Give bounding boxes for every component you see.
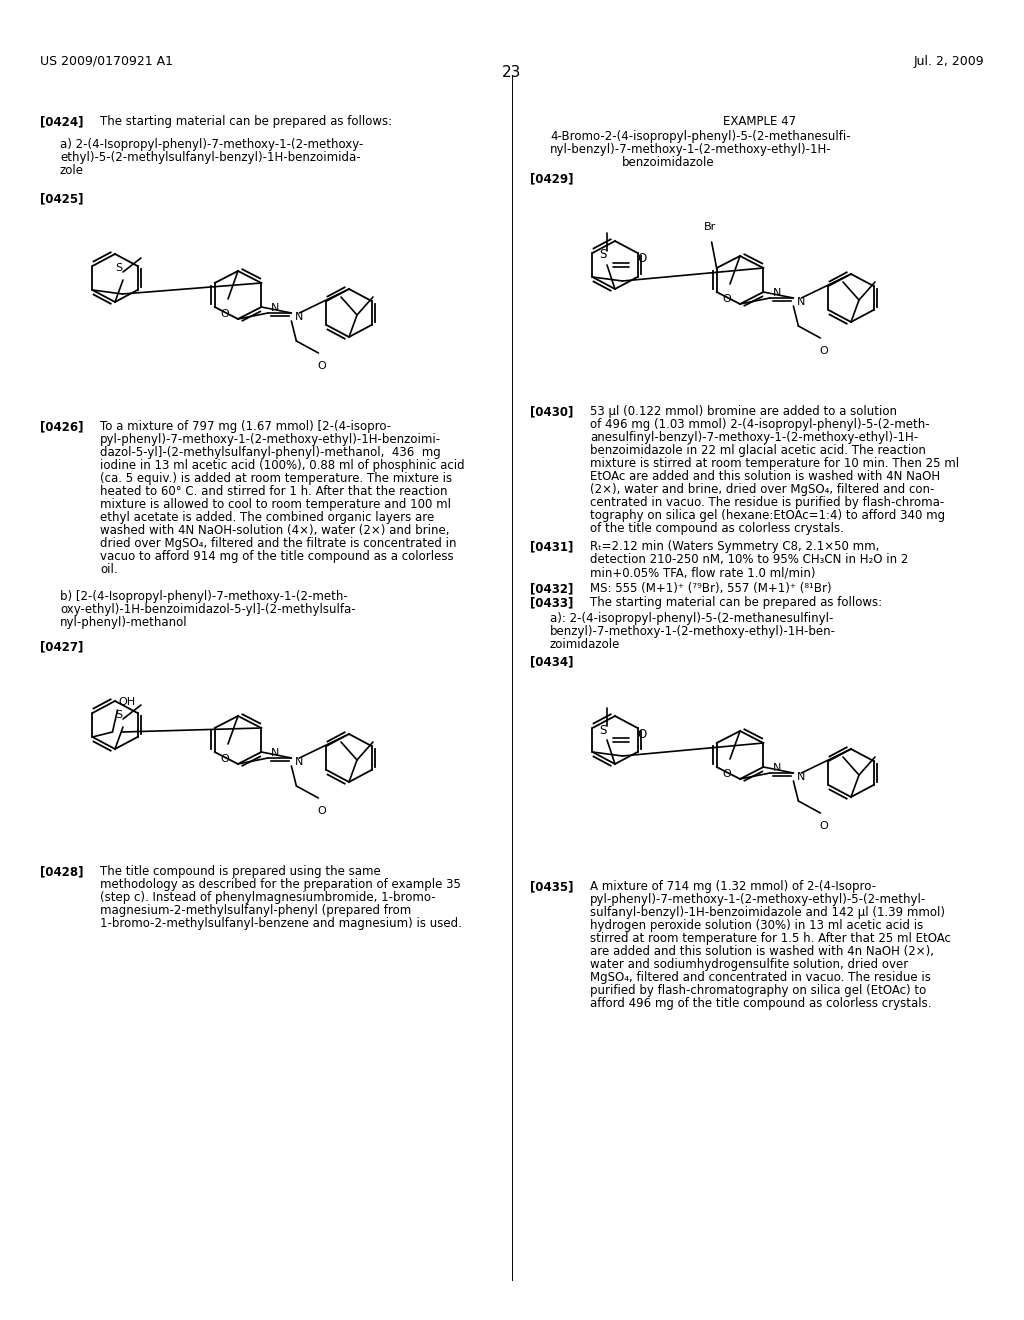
Text: [0430]: [0430]: [530, 405, 573, 418]
Text: O: O: [723, 770, 731, 779]
Text: benzoimidazole: benzoimidazole: [622, 156, 715, 169]
Text: [0434]: [0434]: [530, 655, 573, 668]
Text: N: N: [294, 312, 303, 322]
Text: of the title compound as colorless crystals.: of the title compound as colorless cryst…: [590, 521, 844, 535]
Text: N: N: [271, 748, 280, 758]
Text: pyl-phenyl)-7-methoxy-1-(2-methoxy-ethyl)-5-(2-methyl-: pyl-phenyl)-7-methoxy-1-(2-methoxy-ethyl…: [590, 894, 927, 906]
Text: nyl-phenyl)-methanol: nyl-phenyl)-methanol: [60, 616, 187, 630]
Text: The starting material can be prepared as follows:: The starting material can be prepared as…: [100, 115, 392, 128]
Text: O: O: [220, 309, 229, 319]
Text: a) 2-(4-Isopropyl-phenyl)-7-methoxy-1-(2-methoxy-: a) 2-(4-Isopropyl-phenyl)-7-methoxy-1-(2…: [60, 139, 364, 150]
Text: S: S: [116, 710, 123, 719]
Text: nyl-benzyl)-7-methoxy-1-(2-methoxy-ethyl)-1H-: nyl-benzyl)-7-methoxy-1-(2-methoxy-ethyl…: [550, 143, 831, 156]
Text: (step c). Instead of phenylmagnesiumbromide, 1-bromo-: (step c). Instead of phenylmagnesiumbrom…: [100, 891, 435, 904]
Text: N: N: [773, 763, 781, 774]
Text: O: O: [637, 727, 646, 741]
Text: [0428]: [0428]: [40, 865, 84, 878]
Text: O: O: [317, 360, 326, 371]
Text: S: S: [599, 248, 606, 261]
Text: [0424]: [0424]: [40, 115, 84, 128]
Text: The title compound is prepared using the same: The title compound is prepared using the…: [100, 865, 381, 878]
Text: benzyl)-7-methoxy-1-(2-methoxy-ethyl)-1H-ben-: benzyl)-7-methoxy-1-(2-methoxy-ethyl)-1H…: [550, 624, 836, 638]
Text: oxy-ethyl)-1H-benzoimidazol-5-yl]-(2-methylsulfa-: oxy-ethyl)-1H-benzoimidazol-5-yl]-(2-met…: [60, 603, 355, 616]
Text: N: N: [773, 288, 781, 298]
Text: afford 496 mg of the title compound as colorless crystals.: afford 496 mg of the title compound as c…: [590, 997, 932, 1010]
Text: anesulfinyl-benzyl)-7-methoxy-1-(2-methoxy-ethyl)-1H-: anesulfinyl-benzyl)-7-methoxy-1-(2-metho…: [590, 432, 919, 444]
Text: O: O: [819, 821, 827, 832]
Text: mixture is allowed to cool to room temperature and 100 ml: mixture is allowed to cool to room tempe…: [100, 498, 451, 511]
Text: vacuo to afford 914 mg of the title compound as a colorless: vacuo to afford 914 mg of the title comp…: [100, 550, 454, 564]
Text: S: S: [599, 723, 606, 737]
Text: MS: 555 (M+1)⁺ (⁷⁹Br), 557 (M+1)⁺ (⁸¹Br): MS: 555 (M+1)⁺ (⁷⁹Br), 557 (M+1)⁺ (⁸¹Br): [590, 582, 831, 595]
Text: centrated in vacuo. The residue is purified by flash-chroma-: centrated in vacuo. The residue is purif…: [590, 496, 944, 510]
Text: stirred at room temperature for 1.5 h. After that 25 ml EtOAc: stirred at room temperature for 1.5 h. A…: [590, 932, 951, 945]
Text: N: N: [294, 756, 303, 767]
Text: EtOAc are added and this solution is washed with 4N NaOH: EtOAc are added and this solution is was…: [590, 470, 940, 483]
Text: dazol-5-yl]-(2-methylsulfanyl-phenyl)-methanol,  436  mg: dazol-5-yl]-(2-methylsulfanyl-phenyl)-me…: [100, 446, 440, 459]
Text: [0435]: [0435]: [530, 880, 573, 894]
Text: [0429]: [0429]: [530, 172, 573, 185]
Text: [0426]: [0426]: [40, 420, 84, 433]
Text: Rₜ=2.12 min (Waters Symmetry C8, 2.1×50 mm,: Rₜ=2.12 min (Waters Symmetry C8, 2.1×50 …: [590, 540, 880, 553]
Text: O: O: [317, 807, 326, 816]
Text: 4-Bromo-2-(4-isopropyl-phenyl)-5-(2-methanesulfi-: 4-Bromo-2-(4-isopropyl-phenyl)-5-(2-meth…: [550, 129, 851, 143]
Text: detection 210-250 nM, 10% to 95% CH₃CN in H₂O in 2: detection 210-250 nM, 10% to 95% CH₃CN i…: [590, 553, 908, 566]
Text: US 2009/0170921 A1: US 2009/0170921 A1: [40, 55, 173, 69]
Text: O: O: [637, 252, 646, 265]
Text: ethyl acetate is added. The combined organic layers are: ethyl acetate is added. The combined org…: [100, 511, 434, 524]
Text: O: O: [220, 754, 229, 764]
Text: [0427]: [0427]: [40, 640, 83, 653]
Text: (ca. 5 equiv.) is added at room temperature. The mixture is: (ca. 5 equiv.) is added at room temperat…: [100, 473, 453, 484]
Text: heated to 60° C. and stirred for 1 h. After that the reaction: heated to 60° C. and stirred for 1 h. Af…: [100, 484, 447, 498]
Text: 1-bromo-2-methylsulfanyl-benzene and magnesium) is used.: 1-bromo-2-methylsulfanyl-benzene and mag…: [100, 917, 462, 931]
Text: are added and this solution is washed with 4n NaOH (2×),: are added and this solution is washed wi…: [590, 945, 934, 958]
Text: N: N: [797, 772, 805, 781]
Text: min+0.05% TFA, flow rate 1.0 ml/min): min+0.05% TFA, flow rate 1.0 ml/min): [590, 566, 815, 579]
Text: A mixture of 714 mg (1.32 mmol) of 2-(4-Isopro-: A mixture of 714 mg (1.32 mmol) of 2-(4-…: [590, 880, 876, 894]
Text: hydrogen peroxide solution (30%) in 13 ml acetic acid is: hydrogen peroxide solution (30%) in 13 m…: [590, 919, 924, 932]
Text: zole: zole: [60, 164, 84, 177]
Text: O: O: [723, 294, 731, 304]
Text: MgSO₄, filtered and concentrated in vacuo. The residue is: MgSO₄, filtered and concentrated in vacu…: [590, 972, 931, 983]
Text: magnesium-2-methylsulfanyl-phenyl (prepared from: magnesium-2-methylsulfanyl-phenyl (prepa…: [100, 904, 412, 917]
Text: N: N: [797, 297, 805, 308]
Text: [0425]: [0425]: [40, 191, 84, 205]
Text: methodology as described for the preparation of example 35: methodology as described for the prepara…: [100, 878, 461, 891]
Text: N: N: [271, 304, 280, 313]
Text: [0433]: [0433]: [530, 597, 573, 609]
Text: [0432]: [0432]: [530, 582, 573, 595]
Text: b) [2-(4-Isopropyl-phenyl)-7-methoxy-1-(2-meth-: b) [2-(4-Isopropyl-phenyl)-7-methoxy-1-(…: [60, 590, 348, 603]
Text: S: S: [116, 263, 123, 273]
Text: (2×), water and brine, dried over MgSO₄, filtered and con-: (2×), water and brine, dried over MgSO₄,…: [590, 483, 934, 496]
Text: 23: 23: [503, 65, 521, 81]
Text: oil.: oil.: [100, 564, 118, 576]
Text: pyl-phenyl)-7-methoxy-1-(2-methoxy-ethyl)-1H-benzoimi-: pyl-phenyl)-7-methoxy-1-(2-methoxy-ethyl…: [100, 433, 441, 446]
Text: The starting material can be prepared as follows:: The starting material can be prepared as…: [590, 597, 882, 609]
Text: ethyl)-5-(2-methylsulfanyl-benzyl)-1H-benzoimida-: ethyl)-5-(2-methylsulfanyl-benzyl)-1H-be…: [60, 150, 360, 164]
Text: Jul. 2, 2009: Jul. 2, 2009: [913, 55, 984, 69]
Text: iodine in 13 ml acetic acid (100%), 0.88 ml of phosphinic acid: iodine in 13 ml acetic acid (100%), 0.88…: [100, 459, 465, 473]
Text: mixture is stirred at room temperature for 10 min. Then 25 ml: mixture is stirred at room temperature f…: [590, 457, 959, 470]
Text: a): 2-(4-isopropyl-phenyl)-5-(2-methanesulfinyl-: a): 2-(4-isopropyl-phenyl)-5-(2-methanes…: [550, 612, 834, 624]
Text: 53 μl (0.122 mmol) bromine are added to a solution: 53 μl (0.122 mmol) bromine are added to …: [590, 405, 897, 418]
Text: washed with 4N NaOH-solution (4×), water (2×) and brine,: washed with 4N NaOH-solution (4×), water…: [100, 524, 450, 537]
Text: purified by flash-chromatography on silica gel (EtOAc) to: purified by flash-chromatography on sili…: [590, 983, 927, 997]
Text: EXAMPLE 47: EXAMPLE 47: [723, 115, 797, 128]
Text: sulfanyl-benzyl)-1H-benzoimidazole and 142 μl (1.39 mmol): sulfanyl-benzyl)-1H-benzoimidazole and 1…: [590, 906, 945, 919]
Text: tography on silica gel (hexane:EtOAc=1:4) to afford 340 mg: tography on silica gel (hexane:EtOAc=1:4…: [590, 510, 945, 521]
Text: benzoimidazole in 22 ml glacial acetic acid. The reaction: benzoimidazole in 22 ml glacial acetic a…: [590, 444, 926, 457]
Text: water and sodiumhydrogensulfite solution, dried over: water and sodiumhydrogensulfite solution…: [590, 958, 908, 972]
Text: zoimidazole: zoimidazole: [550, 638, 621, 651]
Text: [0431]: [0431]: [530, 540, 573, 553]
Text: O: O: [819, 346, 827, 356]
Text: To a mixture of 797 mg (1.67 mmol) [2-(4-isopro-: To a mixture of 797 mg (1.67 mmol) [2-(4…: [100, 420, 391, 433]
Text: of 496 mg (1.03 mmol) 2-(4-isopropyl-phenyl)-5-(2-meth-: of 496 mg (1.03 mmol) 2-(4-isopropyl-phe…: [590, 418, 930, 432]
Text: Br: Br: [703, 222, 716, 232]
Text: dried over MgSO₄, filtered and the filtrate is concentrated in: dried over MgSO₄, filtered and the filtr…: [100, 537, 457, 550]
Text: OH: OH: [119, 697, 135, 708]
